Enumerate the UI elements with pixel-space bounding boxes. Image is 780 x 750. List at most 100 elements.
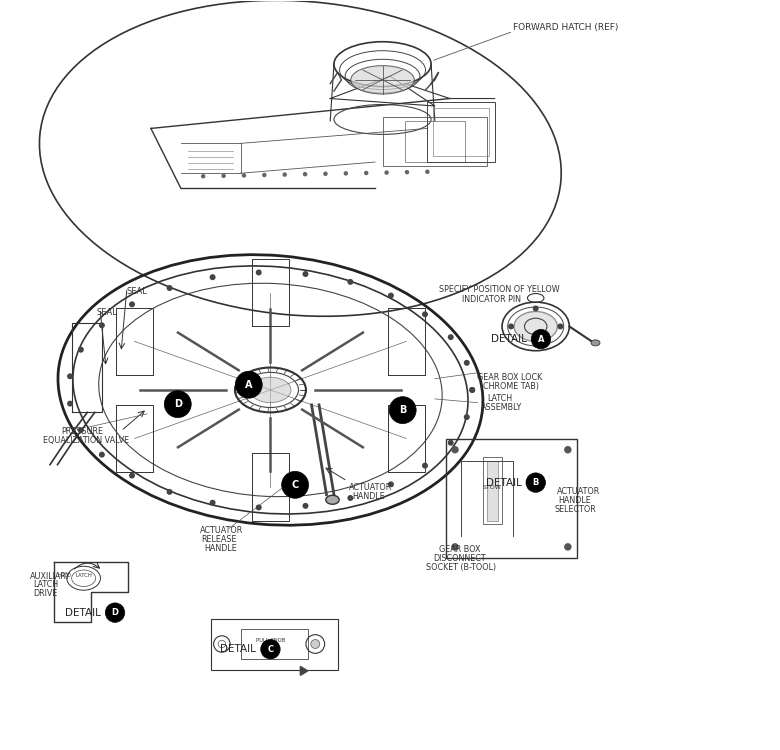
Text: (CHROME TAB): (CHROME TAB) (480, 382, 539, 391)
Circle shape (256, 269, 262, 275)
Text: PULL KNOB: PULL KNOB (256, 638, 285, 643)
Text: ACTUATOR: ACTUATOR (200, 526, 243, 535)
Circle shape (452, 446, 459, 454)
Ellipse shape (310, 640, 320, 649)
Text: HOLD: HOLD (58, 573, 72, 578)
Circle shape (558, 323, 563, 329)
Text: ASSEMBLY: ASSEMBLY (481, 403, 523, 412)
Text: EQUALIZATION VALVE: EQUALIZATION VALVE (43, 436, 129, 445)
Text: SEAL: SEAL (127, 286, 148, 296)
Circle shape (165, 391, 191, 418)
Text: INDICATOR PIN: INDICATOR PIN (463, 295, 522, 304)
Text: DETAIL: DETAIL (486, 478, 522, 488)
Text: HANDLE: HANDLE (353, 492, 385, 501)
Circle shape (129, 472, 135, 478)
Text: PRESSURE: PRESSURE (61, 427, 103, 436)
Circle shape (526, 473, 545, 492)
Circle shape (347, 279, 353, 285)
Circle shape (303, 172, 307, 176)
Text: D: D (112, 608, 119, 617)
Ellipse shape (514, 311, 558, 341)
Circle shape (533, 341, 539, 347)
Circle shape (470, 387, 475, 393)
Ellipse shape (326, 495, 339, 504)
Polygon shape (300, 667, 308, 676)
Circle shape (282, 172, 287, 177)
Circle shape (389, 397, 417, 424)
Text: DETAIL: DETAIL (491, 334, 526, 344)
Circle shape (256, 505, 262, 511)
Text: D: D (174, 399, 182, 410)
Circle shape (508, 323, 514, 329)
Circle shape (422, 463, 428, 469)
Text: SELECTOR: SELECTOR (555, 505, 596, 514)
Circle shape (67, 400, 73, 406)
Circle shape (262, 172, 267, 177)
Circle shape (388, 292, 394, 298)
Circle shape (533, 305, 539, 311)
Circle shape (347, 495, 353, 501)
Text: B: B (399, 405, 406, 415)
Circle shape (464, 360, 470, 366)
Circle shape (364, 171, 368, 176)
Circle shape (405, 170, 410, 175)
Text: A: A (537, 334, 544, 344)
Circle shape (564, 543, 572, 550)
Text: DRIVE: DRIVE (33, 590, 57, 598)
Text: LATCH: LATCH (33, 580, 58, 590)
Circle shape (452, 543, 459, 550)
Circle shape (303, 271, 308, 277)
Text: DETAIL: DETAIL (65, 608, 101, 617)
Circle shape (303, 503, 308, 509)
Text: SEAL: SEAL (97, 308, 117, 316)
Circle shape (464, 414, 470, 420)
Text: STOW: STOW (483, 484, 502, 490)
Ellipse shape (591, 340, 600, 346)
Text: C: C (292, 480, 299, 490)
Circle shape (78, 427, 84, 433)
Text: DETAIL: DETAIL (220, 644, 256, 654)
Text: FORWARD HATCH (REF): FORWARD HATCH (REF) (513, 22, 619, 32)
Text: AUXILIARY: AUXILIARY (30, 572, 71, 580)
Circle shape (201, 174, 205, 178)
Circle shape (261, 640, 280, 659)
Text: ROTATE: ROTATE (261, 646, 281, 652)
Text: C: C (268, 645, 274, 654)
Circle shape (388, 482, 394, 488)
Text: B: B (533, 478, 539, 487)
Circle shape (282, 472, 309, 498)
Circle shape (167, 489, 172, 495)
Ellipse shape (351, 66, 414, 94)
Circle shape (78, 346, 84, 352)
Ellipse shape (250, 377, 291, 403)
Circle shape (422, 311, 428, 317)
Text: A: A (245, 380, 253, 390)
Text: HANDLE: HANDLE (558, 496, 591, 505)
Circle shape (425, 170, 430, 174)
Text: GEAR BOX: GEAR BOX (439, 545, 480, 554)
Text: DISCONNECT: DISCONNECT (434, 554, 486, 563)
Circle shape (129, 302, 135, 307)
Text: ACTUATOR: ACTUATOR (349, 483, 392, 492)
Text: HANDLE: HANDLE (204, 544, 237, 553)
Circle shape (344, 171, 348, 176)
Text: LATCH: LATCH (488, 394, 512, 403)
Circle shape (531, 329, 551, 349)
Circle shape (210, 500, 215, 506)
Circle shape (242, 173, 246, 178)
Circle shape (99, 322, 105, 328)
FancyBboxPatch shape (488, 461, 498, 520)
Circle shape (105, 603, 125, 622)
Circle shape (564, 446, 572, 454)
Circle shape (222, 173, 226, 178)
Text: RELEASE: RELEASE (202, 535, 237, 544)
Circle shape (167, 285, 172, 291)
Circle shape (323, 172, 328, 176)
Circle shape (99, 452, 105, 458)
Circle shape (470, 387, 475, 393)
Circle shape (67, 374, 73, 380)
Circle shape (448, 334, 454, 340)
Text: SOCKET (B-TOOL): SOCKET (B-TOOL) (426, 563, 496, 572)
Circle shape (210, 274, 215, 280)
Text: SPECIFY POSITION OF YELLOW: SPECIFY POSITION OF YELLOW (438, 285, 559, 294)
